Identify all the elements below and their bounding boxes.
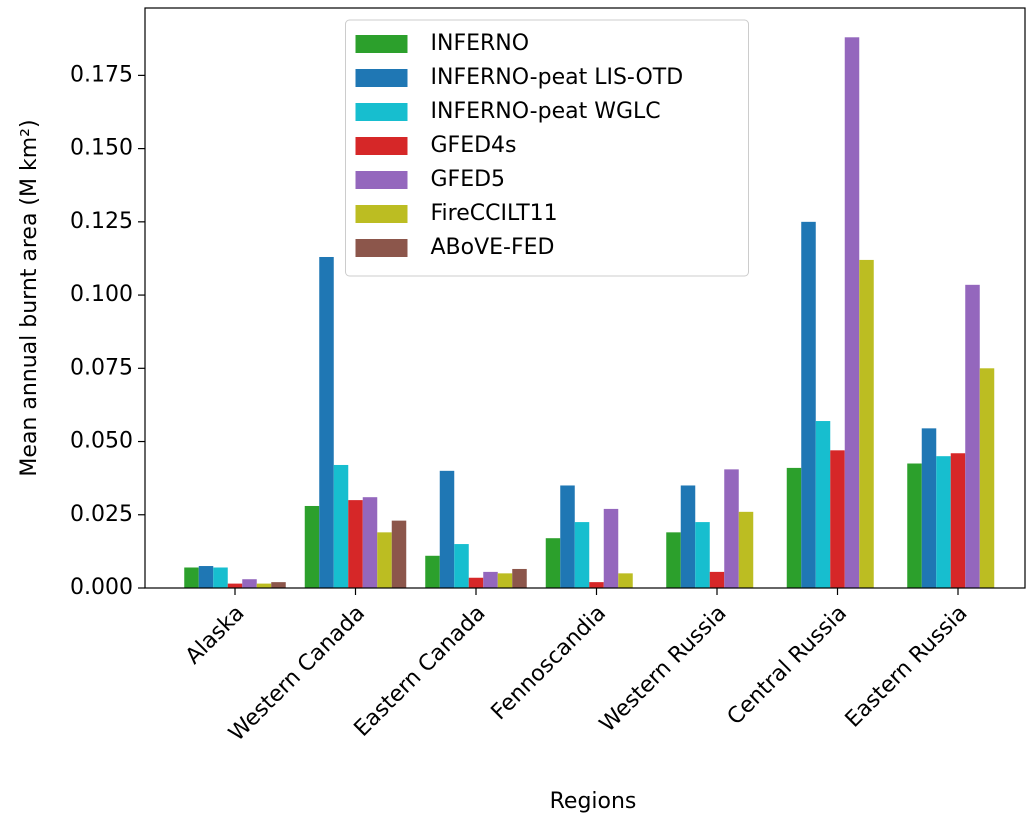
legend-label: INFERNO-peat LIS-OTD xyxy=(431,65,684,90)
bar xyxy=(815,421,831,588)
bar xyxy=(319,256,334,588)
legend-swatch xyxy=(355,137,408,155)
legend-swatch xyxy=(355,35,408,53)
bar xyxy=(724,469,739,588)
bar xyxy=(618,573,633,588)
bar xyxy=(333,464,349,588)
y-tick-label: 0.150 xyxy=(70,136,133,161)
x-axis-title: Regions xyxy=(550,789,637,814)
bar xyxy=(680,485,696,588)
bar xyxy=(213,567,228,588)
legend-swatch xyxy=(355,171,408,189)
legend-label: ABoVE-FED xyxy=(431,235,555,260)
bar xyxy=(603,508,619,588)
bar xyxy=(439,470,455,588)
bar xyxy=(907,463,922,588)
legend-frame xyxy=(345,19,749,277)
bar xyxy=(512,568,527,588)
bar xyxy=(936,456,951,588)
bar xyxy=(830,450,845,588)
x-tick-label: Western Canada xyxy=(224,601,370,747)
bar xyxy=(483,571,498,588)
legend-label: FireCCILT11 xyxy=(431,201,558,226)
bar xyxy=(965,284,980,588)
y-tick-label: 0.000 xyxy=(70,575,133,600)
y-axis-title: Mean annual burnt area (M km²) xyxy=(17,119,42,476)
x-tick-label: Western Russia xyxy=(595,601,731,737)
bar xyxy=(786,467,802,588)
bar xyxy=(198,566,214,588)
bar xyxy=(709,571,725,588)
x-tick-label: Eastern Canada xyxy=(350,601,491,742)
bar xyxy=(545,538,561,588)
x-tick-label: Fennoscandia xyxy=(487,601,611,725)
y-tick-label: 0.050 xyxy=(70,429,133,454)
bar xyxy=(184,567,199,588)
legend-label: GFED4s xyxy=(431,133,517,158)
legend-swatch xyxy=(355,205,408,223)
bar xyxy=(589,582,604,588)
bar xyxy=(950,453,966,588)
bar xyxy=(574,522,590,588)
legend-label: INFERNO-peat WGLC xyxy=(431,99,661,124)
y-tick-label: 0.075 xyxy=(70,355,133,380)
bar xyxy=(377,532,392,588)
bar xyxy=(242,579,257,588)
bar xyxy=(348,500,363,588)
bar xyxy=(695,522,710,588)
legend-swatch xyxy=(355,103,408,121)
bar xyxy=(362,497,378,588)
bar xyxy=(256,583,272,588)
bar xyxy=(859,259,874,588)
y-tick-label: 0.175 xyxy=(70,62,133,87)
y-tick-label: 0.125 xyxy=(70,209,133,234)
bar xyxy=(801,221,816,588)
bar xyxy=(454,544,469,588)
bar xyxy=(227,583,243,588)
plot-frame xyxy=(144,7,1026,589)
bar xyxy=(304,505,320,588)
bar xyxy=(391,520,407,588)
bar xyxy=(497,573,513,588)
y-tick-label: 0.025 xyxy=(70,502,133,527)
bar xyxy=(921,428,937,588)
legend-label: INFERNO xyxy=(431,31,530,56)
bar xyxy=(468,577,484,588)
legend-swatch xyxy=(355,69,408,87)
bar xyxy=(979,368,995,588)
legend-label: GFED5 xyxy=(431,167,506,192)
x-tick-label: Central Russia xyxy=(723,601,852,730)
y-tick-label: 0.100 xyxy=(70,282,133,307)
bar xyxy=(425,555,440,588)
legend-swatch xyxy=(355,239,408,257)
bar xyxy=(560,485,575,588)
bar xyxy=(738,511,754,588)
bar xyxy=(271,582,286,588)
bar xyxy=(666,532,681,588)
x-tick-label: Alaska xyxy=(181,601,250,670)
bar xyxy=(844,37,860,589)
x-tick-label: Eastern Russia xyxy=(841,601,973,733)
